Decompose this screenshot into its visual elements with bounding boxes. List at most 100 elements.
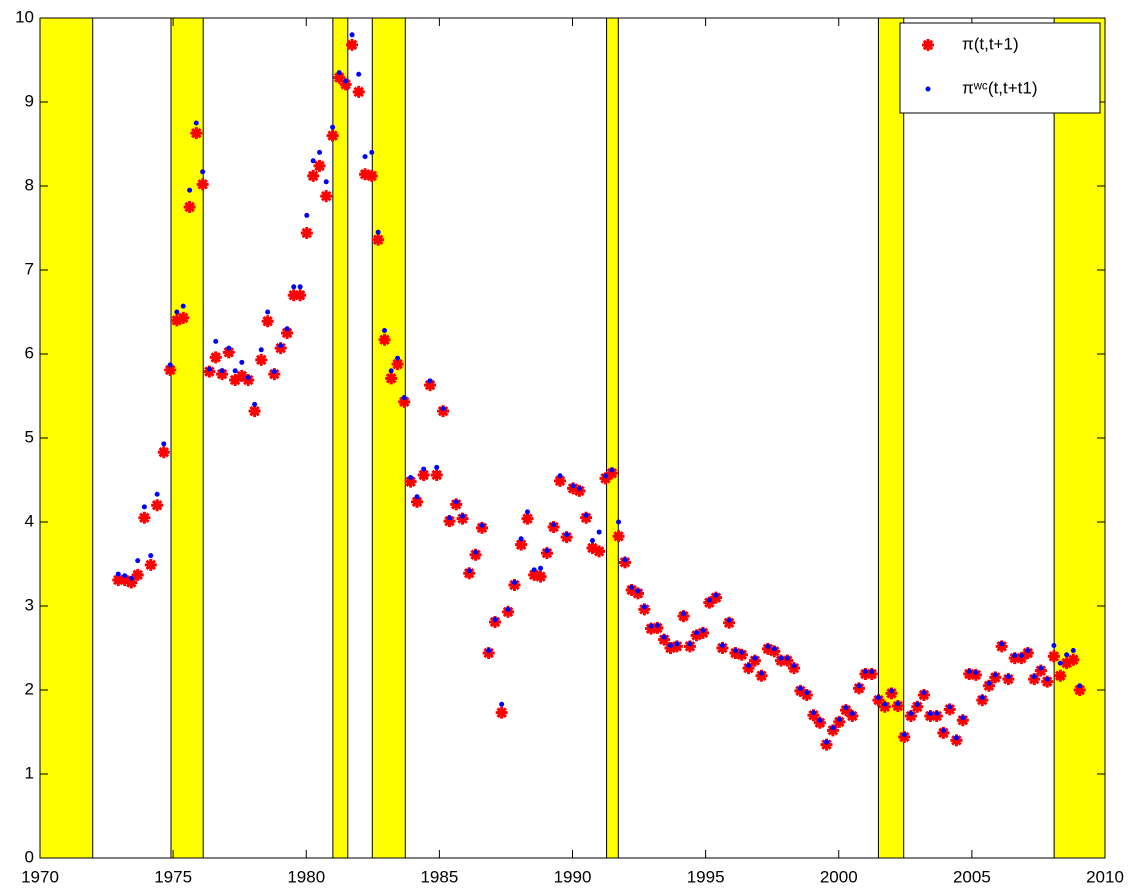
point [580,511,593,524]
point [788,662,801,675]
point [862,669,868,675]
point [703,596,716,609]
point [540,547,553,560]
point [385,372,398,385]
shaded-region [170,17,204,859]
point [372,233,385,246]
point [681,611,687,617]
point [414,494,420,500]
point [446,515,452,521]
point [281,327,294,339]
point [398,395,411,408]
point [1047,650,1060,663]
point [564,532,570,538]
point [196,178,209,191]
point [1064,652,1070,658]
point [635,588,641,594]
point [1028,673,1041,686]
point [229,374,242,387]
point [930,710,943,723]
point [287,289,300,302]
point [810,710,816,716]
point [875,695,881,701]
point [271,369,277,375]
y-tick-label: 8 [25,175,34,194]
point [313,159,326,172]
point [440,406,446,412]
point [794,684,807,697]
point [901,732,907,738]
point [1012,653,1018,659]
point [352,85,365,98]
point [664,642,677,654]
point [1044,676,1050,682]
point [729,647,742,660]
point [479,522,485,528]
point [670,640,683,653]
point [200,169,206,175]
point [745,663,751,669]
point [950,734,963,747]
point [567,482,580,495]
point [735,648,748,661]
point [531,567,537,573]
point [921,690,927,696]
point [278,343,284,349]
point [976,694,989,707]
point [255,353,268,366]
point [450,498,463,511]
point [508,579,521,591]
point [417,468,430,481]
point [603,473,609,479]
point [456,512,469,525]
legend-marker [925,86,931,92]
point [473,549,479,555]
y-tick-label: 4 [25,511,34,530]
point [658,633,671,646]
point [492,616,498,622]
point [908,711,914,717]
point [252,401,258,407]
point [723,616,736,629]
x-tick-label: 1990 [554,867,592,886]
point [927,711,933,717]
point [716,642,729,654]
point [1077,683,1083,689]
point [759,670,765,676]
point [193,120,199,126]
point [164,363,177,376]
point [807,709,820,722]
point [365,169,378,182]
point [187,187,193,193]
point [820,738,833,751]
x-tick-label: 1995 [687,867,725,886]
point [226,345,232,351]
point [687,641,693,647]
point [804,690,810,696]
point [914,701,920,707]
x-tick-label: 1970 [21,867,59,886]
point [654,622,660,628]
point [1073,684,1086,696]
point [300,227,313,240]
point [800,689,813,702]
point [648,623,654,629]
point [268,368,281,381]
point [631,587,644,600]
point [265,309,271,315]
point [986,680,992,686]
point [651,621,664,634]
point [521,512,534,525]
point [696,626,709,639]
point [401,395,407,401]
point [291,284,297,290]
point [1002,673,1015,686]
x-tick-label: 1980 [287,867,325,886]
point [391,358,404,371]
point [836,716,842,722]
shaded-region [371,17,406,859]
point [706,597,712,603]
y-tick-label: 0 [25,847,34,866]
point [460,513,466,519]
y-tick-label: 7 [25,259,34,278]
